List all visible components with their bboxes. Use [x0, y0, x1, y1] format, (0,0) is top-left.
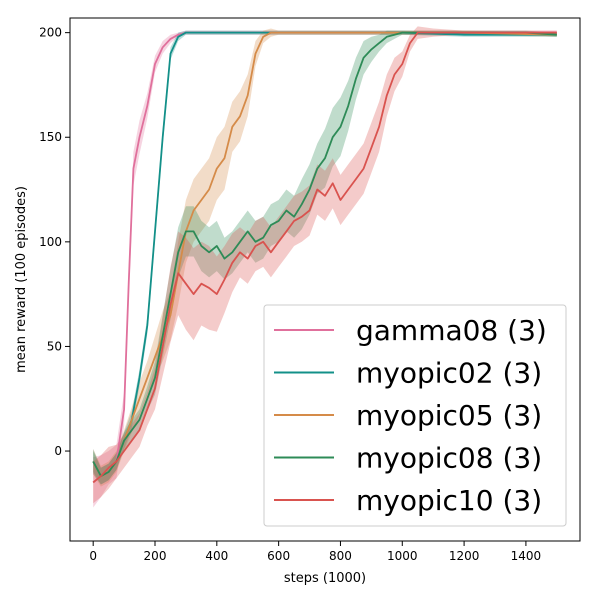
- band-series-4: [93, 26, 557, 504]
- x-axis-label: steps (1000): [284, 571, 366, 586]
- line-series-4: [92, 31, 557, 484]
- band-series-2: [93, 28, 557, 487]
- legend-label-2: myopic05 (3): [356, 399, 542, 432]
- x-tick-label: 1000: [387, 549, 418, 563]
- x-tick-label: 1200: [449, 549, 480, 563]
- legend-label-3: myopic08 (3): [356, 442, 542, 475]
- legend-box: [263, 304, 567, 527]
- y-tick-label: 50: [47, 339, 62, 353]
- plot-frame: [69, 17, 581, 542]
- y-tick-label: 200: [39, 26, 62, 40]
- x-tick-label: 800: [329, 549, 352, 563]
- legend: gamma08 (3) myopic02 (3) myopic05 (3) myopi…: [263, 304, 567, 527]
- x-tick-label: 400: [205, 549, 228, 563]
- legend-label-0: gamma08 (3): [356, 314, 547, 347]
- legend-label-1: myopic02 (3): [356, 357, 542, 390]
- x-tick-label: 200: [144, 549, 167, 563]
- line-series-2: [92, 31, 557, 478]
- y-tick-label: 0: [54, 444, 62, 458]
- y-axis-label: mean reward (100 episodes): [14, 186, 29, 373]
- x-tick-label: 0: [89, 549, 97, 563]
- x-tick-label: 600: [267, 549, 290, 563]
- x-tick-label: 1400: [511, 549, 542, 563]
- y-tick-label: 100: [39, 235, 62, 249]
- confidence-bands: [93, 26, 557, 508]
- x-axis: 0 200 400 600 800 1000 1200 1400: [89, 541, 541, 563]
- legend-label-4: myopic10 (3): [356, 484, 542, 517]
- y-tick-label: 150: [39, 130, 62, 144]
- series-lines: [92, 31, 557, 484]
- line-series-3: [92, 31, 557, 478]
- y-axis: 0 50 100 150 200: [39, 26, 70, 458]
